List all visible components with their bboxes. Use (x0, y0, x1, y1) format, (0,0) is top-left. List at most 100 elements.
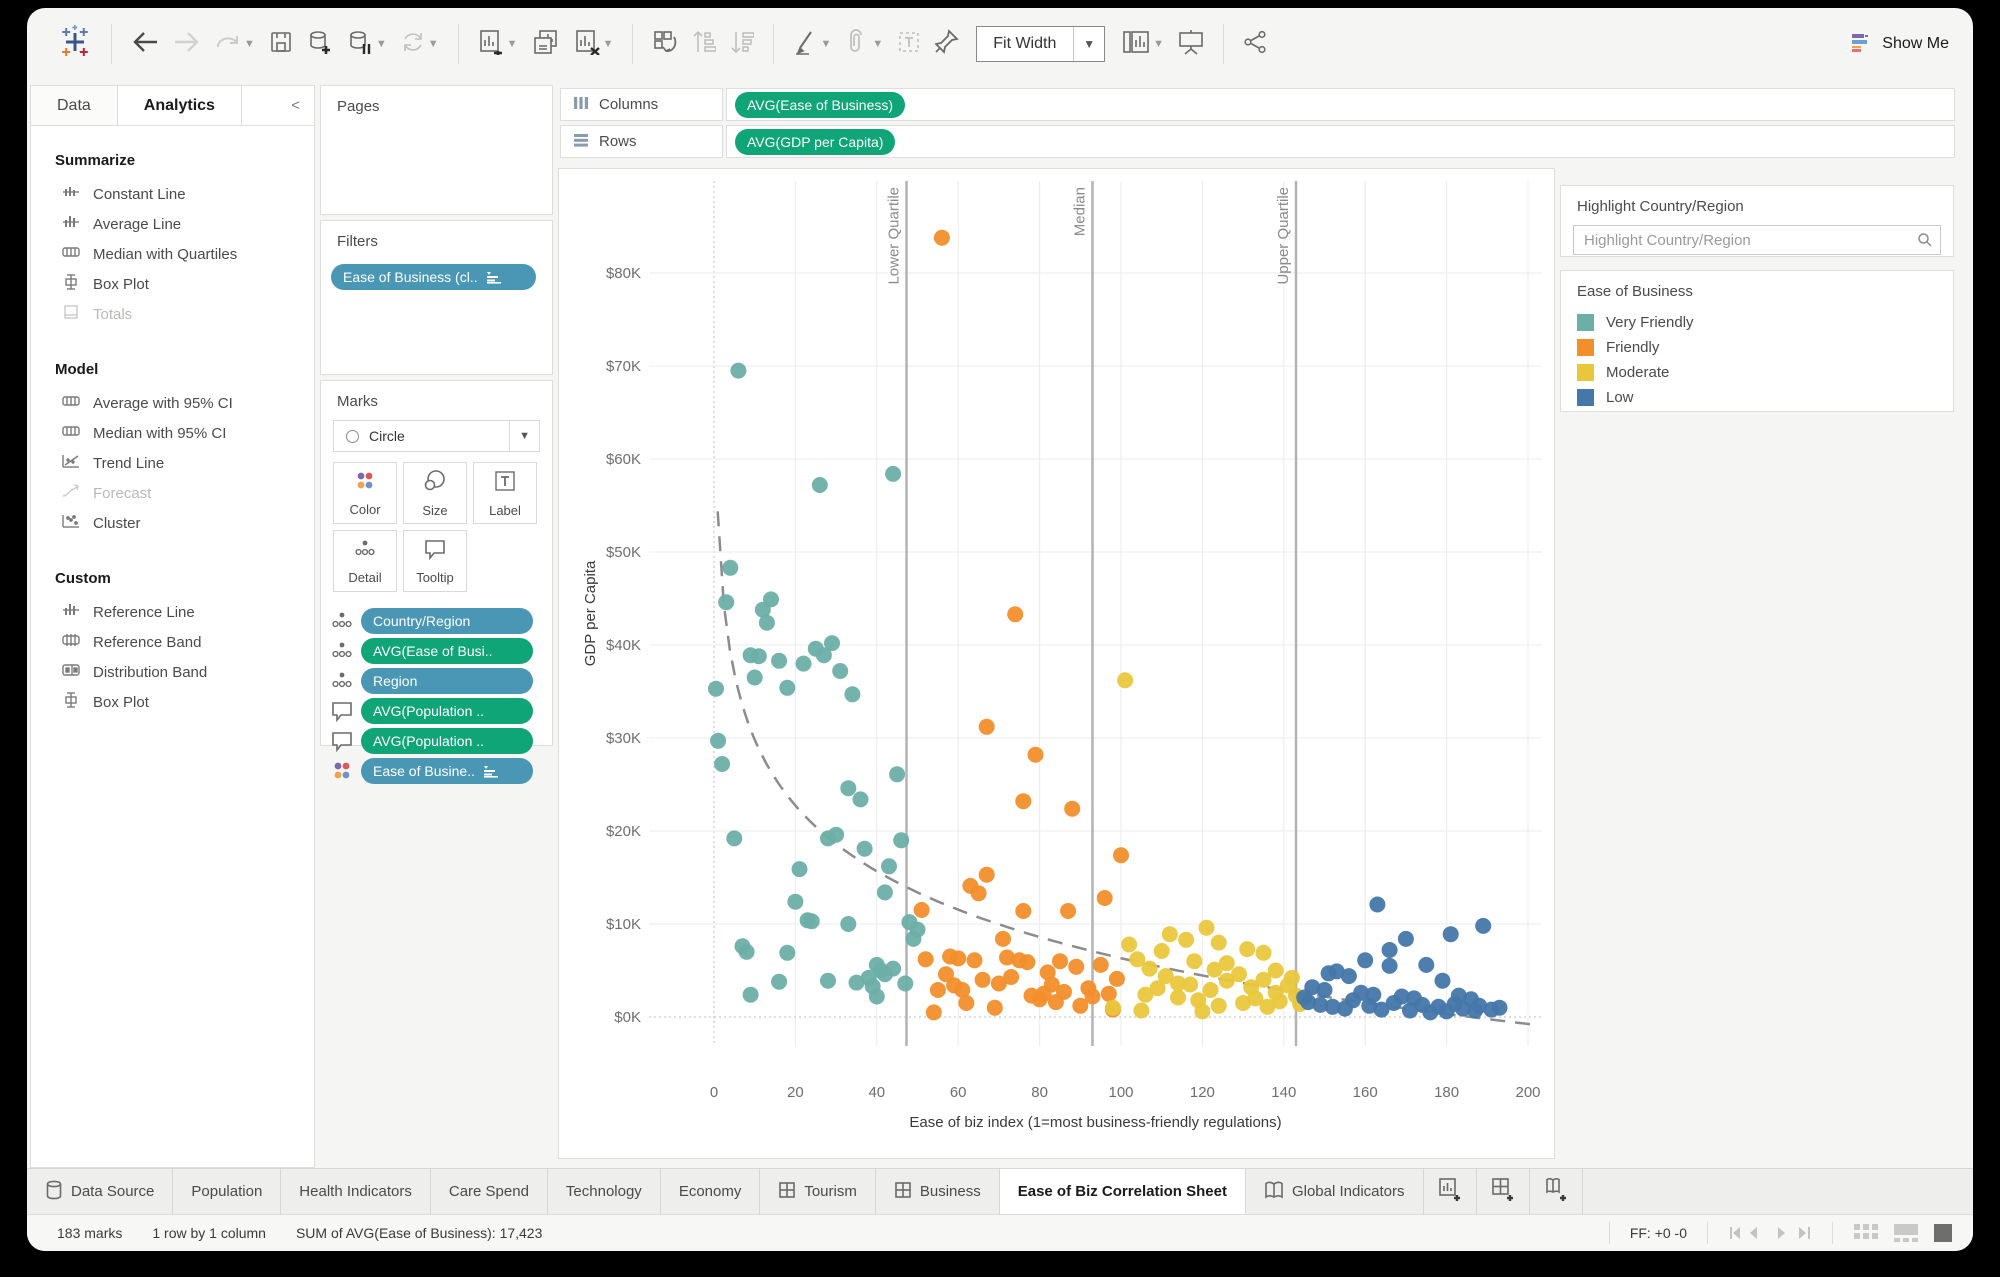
analytics-item-reference-line[interactable]: Reference Line (31, 597, 314, 627)
data-point (1092, 956, 1109, 973)
dropdown-caret-icon[interactable]: ▼ (820, 38, 832, 50)
sheet-tab-care-spend[interactable]: Care Spend (430, 1169, 548, 1214)
new-worksheet-button[interactable]: ▼ (478, 29, 518, 60)
fix-axes-button[interactable] (934, 28, 960, 60)
sheet-tab-tourism[interactable]: Tourism (760, 1169, 876, 1214)
marks-tooltip-button[interactable]: Tooltip (403, 530, 467, 592)
marks-detail-button[interactable]: Detail (333, 530, 397, 592)
fit-selector[interactable]: Fit Width ▼ (976, 26, 1106, 62)
field-pill[interactable]: Ease of Business (cl.. (331, 264, 536, 290)
sort-descending-button[interactable] (730, 30, 756, 59)
sheet-tab-global-indicators[interactable]: Global Indicators (1245, 1169, 1424, 1214)
field-pill[interactable]: Ease of Busine.. (361, 758, 533, 784)
legend-entry-very-friendly[interactable]: Very Friendly (1561, 310, 1953, 335)
sheet-tab-economy[interactable]: Economy (660, 1169, 761, 1214)
fit-caret-icon[interactable]: ▼ (1073, 27, 1104, 61)
highlight-search-input[interactable] (1573, 225, 1941, 255)
show-me-button[interactable]: Show Me (1851, 32, 1949, 57)
save-button[interactable] (269, 30, 293, 59)
analytics-item-box-plot[interactable]: Box Plot (31, 687, 314, 717)
pause-auto-updates-button[interactable]: ▼ (347, 29, 387, 60)
detail-icon[interactable] (329, 640, 355, 662)
analytics-item-cluster[interactable]: Cluster (31, 508, 314, 538)
new-story-tab-button[interactable] (1530, 1169, 1583, 1214)
columns-shelf[interactable]: AVG(Ease of Business) (726, 88, 1955, 121)
dropdown-caret-icon[interactable]: ▼ (872, 38, 884, 50)
marks-size-button[interactable]: Size (403, 462, 467, 524)
dropdown-caret-icon[interactable]: ▼ (602, 38, 614, 50)
legend-entry-friendly[interactable]: Friendly (1561, 335, 1953, 360)
analytics-item-trend-line[interactable]: Trend Line (31, 448, 314, 478)
new-data-source-button[interactable] (307, 29, 333, 60)
share-workbook-button[interactable] (1243, 30, 1267, 59)
mark-type-dropdown[interactable]: Circle ▼ (333, 420, 540, 452)
sheet-tab-technology[interactable]: Technology (547, 1169, 661, 1214)
tooltip-icon[interactable] (329, 730, 355, 752)
data-point (730, 362, 747, 379)
data-point (754, 601, 771, 618)
duplicate-sheet-button[interactable] (532, 29, 560, 60)
show-hide-cards-button[interactable]: ▼ (1122, 30, 1164, 59)
presentation-mode-button[interactable] (1178, 29, 1204, 60)
dropdown-caret-icon[interactable]: ▼ (375, 38, 387, 50)
clear-sheet-button[interactable]: ▼ (574, 29, 614, 60)
analytics-item-box-plot[interactable]: Box Plot (31, 269, 314, 299)
sheet-tab-population[interactable]: Population (173, 1169, 282, 1214)
back-button[interactable] (131, 31, 159, 58)
legend-entry-moderate[interactable]: Moderate (1561, 360, 1953, 385)
dropdown-caret-icon[interactable]: ▼ (244, 38, 255, 50)
highlight-button[interactable]: ▼ (793, 29, 831, 60)
rows-shelf[interactable]: AVG(GDP per Capita) (726, 125, 1955, 158)
pages-shelf[interactable]: Pages (320, 85, 553, 215)
data-point (1202, 982, 1219, 998)
group-members-button[interactable]: ▼ (845, 28, 884, 60)
field-pill[interactable]: Country/Region (361, 608, 533, 634)
analytics-item-constant-line[interactable]: Constant Line (31, 179, 314, 209)
field-pill[interactable]: AVG(Ease of Business) (735, 91, 906, 118)
view-mode-switcher[interactable] (1832, 1222, 1973, 1244)
tab-analytics[interactable]: Analytics (117, 86, 242, 125)
scatter-plot-view[interactable]: Lower Quartile Median Upper Quartile 0 20 40 6… (558, 168, 1555, 1159)
forward-button[interactable] (173, 31, 201, 58)
analytics-item-median-with-95-ci[interactable]: Median with 95% CI (31, 418, 314, 448)
color-icon[interactable] (329, 760, 355, 782)
field-pill[interactable]: AVG(Population .. (361, 728, 533, 754)
dropdown-caret-icon[interactable]: ▼ (506, 38, 518, 50)
sheet-tab-data-source[interactable]: Data Source (27, 1169, 174, 1214)
new-dashboard-tab-button[interactable] (1477, 1169, 1530, 1214)
sort-ascending-button[interactable] (692, 30, 718, 59)
run-auto-updates-button[interactable]: ▼ (401, 30, 439, 59)
dropdown-caret-icon[interactable]: ▼ (1153, 38, 1165, 50)
collapse-pane-icon[interactable]: < (291, 97, 300, 114)
swap-rows-columns-button[interactable] (652, 29, 678, 60)
tableau-logo-button[interactable] (58, 24, 92, 64)
dropdown-caret-icon[interactable]: ▼ (427, 38, 439, 50)
tab-data[interactable]: Data (31, 86, 118, 125)
sheet-tab-business[interactable]: Business (875, 1169, 1000, 1214)
detail-icon[interactable] (329, 670, 355, 692)
legend-entry-low[interactable]: Low (1561, 385, 1953, 410)
constant-line-icon (61, 184, 81, 204)
detail-icon[interactable] (329, 610, 355, 632)
sheet-tab-health-indicators[interactable]: Health Indicators (281, 1169, 431, 1214)
marks-label-button[interactable]: Label (473, 462, 537, 524)
page-navigation[interactable] (1707, 1222, 1832, 1244)
filters-shelf[interactable]: Filters Ease of Business (cl.. (320, 220, 553, 375)
mark-type-caret-icon[interactable]: ▼ (509, 421, 539, 451)
analytics-item-average-with-95-ci[interactable]: Average with 95% CI (31, 388, 314, 418)
analytics-item-reference-band[interactable]: Reference Band (31, 627, 314, 657)
redo-button[interactable]: ▼ (215, 32, 255, 57)
tooltip-icon[interactable] (329, 700, 355, 722)
sheet-tab-ease-of-biz-correlation-sheet[interactable]: Ease of Biz Correlation Sheet (999, 1169, 1246, 1214)
field-pill[interactable]: AVG(Population .. (361, 698, 533, 724)
field-pill[interactable]: AVG(Ease of Busi.. (361, 638, 533, 664)
analytics-item-distribution-band[interactable]: Distribution Band (31, 657, 314, 687)
field-pill[interactable]: AVG(GDP per Capita) (735, 128, 896, 155)
show-mark-labels-button[interactable] (897, 30, 921, 59)
analytics-item-median-with-quartiles[interactable]: Median with Quartiles (31, 239, 314, 269)
marks-color-button[interactable]: Color (333, 462, 397, 524)
new-worksheet-tab-button[interactable] (1424, 1169, 1477, 1214)
analytics-item-average-line[interactable]: Average Line (31, 209, 314, 239)
data-point (1194, 1003, 1211, 1020)
field-pill[interactable]: Region (361, 668, 533, 694)
